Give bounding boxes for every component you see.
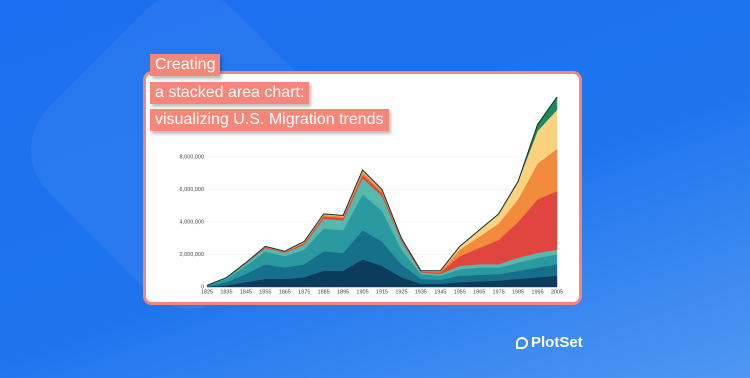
x-tick-label: 1825 bbox=[201, 289, 213, 295]
y-tick-label: 2,000,000 bbox=[180, 252, 204, 258]
title-line: Creating bbox=[150, 54, 221, 76]
x-tick-label: 1925 bbox=[395, 289, 407, 295]
x-tick-label: 1935 bbox=[415, 289, 427, 295]
x-tick-label: 2005 bbox=[551, 289, 563, 295]
x-tick-label: 1975 bbox=[493, 289, 505, 295]
x-tick-label: 1995 bbox=[531, 289, 543, 295]
brand-icon bbox=[516, 336, 528, 349]
x-tick-label: 1885 bbox=[318, 289, 330, 295]
y-tick-label: 0 bbox=[201, 284, 204, 290]
y-tick-label: 6,000,000 bbox=[180, 187, 204, 193]
x-tick-label: 1915 bbox=[376, 289, 388, 295]
x-tick-label: 1855 bbox=[259, 289, 271, 295]
x-tick-label: 1835 bbox=[220, 289, 232, 295]
brand-name: PlotSet bbox=[531, 334, 583, 351]
x-tick-label: 1955 bbox=[454, 289, 466, 295]
y-tick-label: 8,000,000 bbox=[180, 154, 204, 160]
x-tick-label: 1905 bbox=[356, 289, 368, 295]
x-tick-label: 1985 bbox=[512, 289, 524, 295]
x-tick-label: 1865 bbox=[279, 289, 291, 295]
x-tick-label: 1845 bbox=[240, 289, 252, 295]
y-tick-label: 4,000,000 bbox=[180, 219, 204, 225]
outline bbox=[206, 96, 558, 286]
title-line: a stacked area chart: bbox=[150, 82, 310, 104]
x-tick-label: 1895 bbox=[337, 289, 349, 295]
x-tick-label: 1965 bbox=[473, 289, 485, 295]
brand: PlotSet bbox=[516, 334, 583, 351]
title-line: visualizing U.S. Migration trends bbox=[150, 109, 389, 131]
x-tick-label: 1945 bbox=[434, 289, 446, 295]
x-tick-label: 1875 bbox=[298, 289, 310, 295]
